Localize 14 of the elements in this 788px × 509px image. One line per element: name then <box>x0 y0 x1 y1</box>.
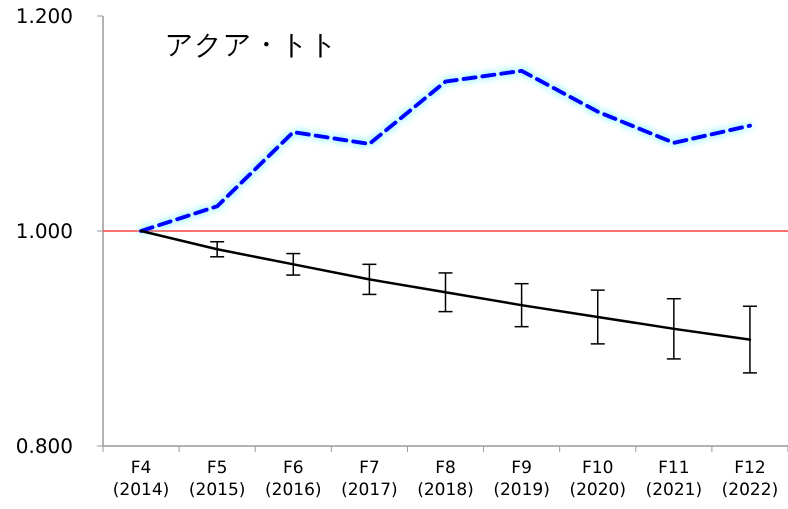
x-tick-label: F8 (2018) <box>417 458 474 500</box>
x-tick-label: F11 (2021) <box>646 458 702 500</box>
y-tick-label: 1.000 <box>16 219 73 243</box>
x-tick-label: F9 (2019) <box>493 458 550 500</box>
line-series <box>139 68 752 233</box>
x-tick-label: F7 (2017) <box>341 458 398 500</box>
x-tick-label: F10 (2020) <box>569 458 626 500</box>
x-tick-label: F5 (2015) <box>188 458 246 500</box>
x-tick-label: F12 (2022) <box>722 458 778 500</box>
text: アクア・トト <box>165 28 338 61</box>
x-tick-label: F6 (2016) <box>265 458 322 500</box>
x-tick-label: F4 (2014) <box>112 458 170 500</box>
y-tick-label: 0.800 <box>16 434 73 458</box>
y-tick-label: 1.200 <box>16 4 73 28</box>
